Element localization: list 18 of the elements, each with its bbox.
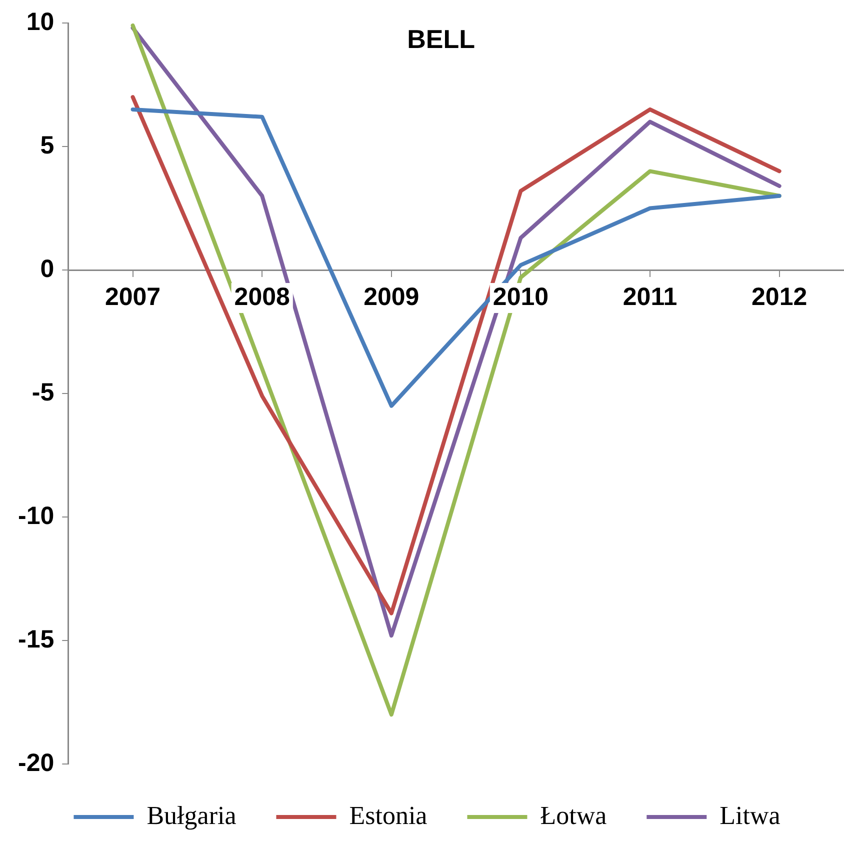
y-tick-label: -10 <box>18 502 54 530</box>
y-tick-label: -15 <box>18 625 54 654</box>
legend-label: Łotwa <box>540 800 608 830</box>
x-tick-label: 2009 <box>364 282 420 311</box>
legend-label: Litwa <box>720 800 781 830</box>
x-tick-label: 2008 <box>234 282 290 311</box>
x-tick-label: 2011 <box>622 282 678 311</box>
legend-label: Estonia <box>349 800 428 830</box>
x-tick-label: 2007 <box>104 282 161 311</box>
x-tick-label: 2012 <box>752 282 808 311</box>
y-tick-label: 0 <box>40 254 54 283</box>
y-tick-label: 5 <box>40 131 54 160</box>
x-tick-label: 2010 <box>492 282 549 311</box>
y-tick-label: -5 <box>32 378 54 406</box>
chart-title: BELL <box>407 24 476 54</box>
legend-label: Bułgaria <box>146 800 237 830</box>
y-tick-label: -20 <box>18 748 54 777</box>
y-tick-label: 10 <box>26 8 54 36</box>
